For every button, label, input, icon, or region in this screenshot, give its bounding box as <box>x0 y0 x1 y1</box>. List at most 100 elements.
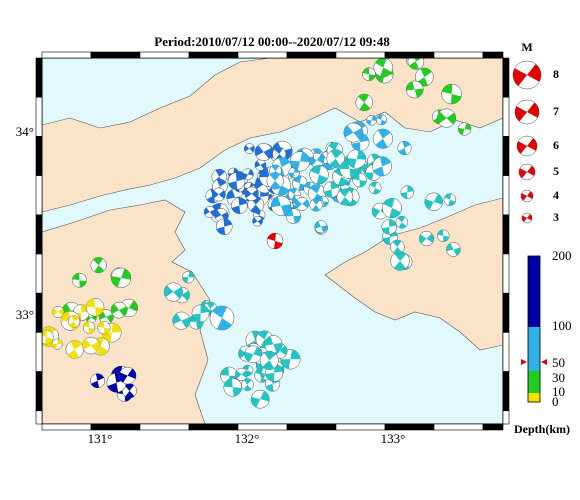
earthquakes <box>42 58 472 409</box>
frame-tick <box>35 175 43 216</box>
beachball-quadrant <box>442 84 462 105</box>
beachball-quadrant <box>383 198 401 218</box>
beachball-quadrant <box>446 243 461 256</box>
frame-tick <box>286 51 337 59</box>
beachball-quadrant <box>99 310 114 323</box>
depth-unit: Depth(km) <box>514 422 570 436</box>
beachball-quadrant <box>212 190 226 199</box>
beachball-quadrant <box>514 102 540 122</box>
beachball-quadrant <box>182 271 195 284</box>
frame-tick <box>35 96 43 137</box>
frame-tick <box>384 423 435 431</box>
beachball-quadrant <box>251 390 270 408</box>
beachball-quadrant <box>406 81 424 98</box>
beachball-quadrant <box>290 151 310 171</box>
honshu <box>42 58 503 213</box>
beachball-quadrant <box>358 93 371 111</box>
beachball-quadrant <box>216 218 232 235</box>
legend-label: 3 <box>553 210 559 224</box>
beachball-quadrant <box>444 193 456 206</box>
beachball-quadrant <box>67 340 82 359</box>
beachball-quadrant <box>351 133 369 152</box>
beachball-quadrant <box>317 196 329 207</box>
beachball-quadrant <box>419 233 434 244</box>
beachball-quadrant <box>86 298 104 317</box>
beachball-quadrant <box>254 160 267 170</box>
depth-band <box>528 327 540 371</box>
depth-band <box>528 393 540 402</box>
beachball-quadrant <box>228 172 245 190</box>
beachball-quadrant <box>400 185 414 199</box>
beachball-quadrant <box>252 217 263 225</box>
beachball-quadrant <box>243 378 252 391</box>
beachball-quadrant <box>352 173 367 188</box>
beachball-quadrant <box>42 329 53 345</box>
beachball-quadrant <box>172 313 191 328</box>
frame-tick <box>502 57 510 98</box>
beachball-quadrant <box>309 154 324 166</box>
beachball-quadrant <box>408 58 422 70</box>
beachball-quadrant <box>192 304 209 322</box>
beachball-quadrant <box>437 111 456 125</box>
beachball-quadrant <box>212 306 232 330</box>
beachball-quadrant <box>242 169 254 180</box>
depth-band <box>528 256 540 327</box>
legend-title: M <box>521 40 532 54</box>
beachball-quadrant <box>521 214 533 222</box>
frame-tick <box>139 51 190 59</box>
frame-tick <box>237 51 288 59</box>
frame-tick <box>502 96 510 137</box>
beachball-quadrant <box>280 349 301 369</box>
beachball-quadrant <box>397 216 407 229</box>
frame-ticks <box>35 51 510 431</box>
legend-label: 8 <box>553 67 559 81</box>
beachball-quadrant <box>362 67 376 81</box>
depth-label: 10 <box>552 384 565 399</box>
depth-colorbar <box>521 255 547 403</box>
beachball-quadrant <box>292 175 307 191</box>
beachball-quadrant <box>519 165 535 179</box>
frame-tick <box>35 371 43 412</box>
beachball-quadrant <box>437 229 450 242</box>
beachball-quadrant <box>102 323 122 343</box>
lat-label: 33° <box>16 307 34 322</box>
beachball-quadrant <box>91 373 105 388</box>
frame-tick <box>502 136 510 176</box>
beachball-quadrant <box>110 303 128 317</box>
frame-tick <box>35 410 43 425</box>
beachball-quadrant <box>231 197 248 214</box>
frame-tick <box>139 423 190 431</box>
beachball-quadrant <box>339 188 351 206</box>
shikoku <box>324 197 503 351</box>
legend-label: 6 <box>553 138 559 152</box>
beachball-quadrant <box>310 165 328 185</box>
frame-tick <box>433 423 484 431</box>
beachball-quadrant <box>83 321 95 334</box>
title: Period:2010/07/12 00:00--2020/07/12 09:4… <box>154 34 390 49</box>
frame-tick <box>335 423 386 431</box>
beachball-quadrant <box>214 209 229 221</box>
beachball-quadrant <box>295 199 309 209</box>
frame-tick <box>502 214 510 255</box>
frame-tick <box>35 214 43 255</box>
beachball-quadrant <box>376 114 387 125</box>
beachball-quadrant <box>520 191 534 201</box>
beachball-quadrant <box>416 68 432 87</box>
beachball-quadrant <box>188 314 204 330</box>
frame-tick <box>35 292 43 333</box>
depth-label: 200 <box>552 248 572 263</box>
beachball-quadrant <box>329 149 343 168</box>
beachball-quadrant <box>339 159 359 179</box>
beachball-quadrant <box>235 370 248 379</box>
beachball-quadrant <box>82 338 100 353</box>
beachball-quadrant <box>333 167 350 186</box>
frame-tick <box>482 423 504 431</box>
beachball-quadrant <box>285 208 301 224</box>
beachball-quadrant <box>512 64 542 86</box>
map-area <box>42 58 503 424</box>
beachball-quadrant <box>51 339 63 350</box>
beachball-quadrant <box>424 194 443 210</box>
frame-tick <box>502 371 510 412</box>
beachball-quadrant <box>347 149 366 168</box>
beachball-quadrant <box>368 153 380 168</box>
